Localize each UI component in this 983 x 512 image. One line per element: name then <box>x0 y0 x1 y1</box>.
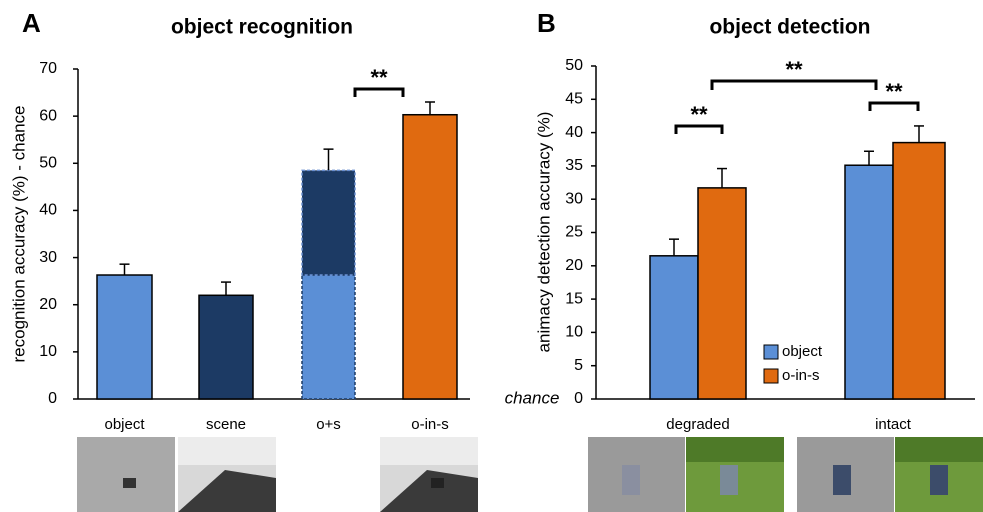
bar <box>698 188 746 399</box>
legend-swatch <box>764 345 778 359</box>
significance-label: ** <box>785 57 803 82</box>
figure: A object recognition recognition accurac… <box>0 0 983 512</box>
panel-letter: A <box>22 8 41 38</box>
bar-segment <box>302 170 355 275</box>
y-tick-label: 50 <box>565 57 583 74</box>
legend-label: o-in-s <box>782 367 820 384</box>
legend-label: object <box>782 343 823 360</box>
bar <box>845 165 893 399</box>
significance-label: ** <box>370 65 388 90</box>
y-tick-label: 20 <box>39 296 57 313</box>
y-tick-label: 30 <box>565 190 583 207</box>
bar <box>403 115 457 399</box>
y-tick-label: 30 <box>39 249 57 266</box>
x-tick-label: o-in-s <box>411 416 449 433</box>
bar <box>97 275 152 399</box>
y-tick-label: 0 <box>48 390 57 407</box>
significance-bracket <box>712 81 876 90</box>
y-tick-label: 35 <box>565 157 583 174</box>
x-tick-label: degraded <box>666 416 729 433</box>
chart-title: object detection <box>709 16 870 39</box>
x-tick-label: scene <box>206 416 246 433</box>
y-tick-label: 10 <box>39 343 57 360</box>
significance-label: ** <box>690 102 708 127</box>
y-tick-label: 0 <box>574 390 583 407</box>
y-axis-label: recognition accuracy (%) - chance <box>9 105 28 362</box>
x-tick-label: intact <box>875 416 912 433</box>
panel-letter: B <box>537 8 556 38</box>
y-tick-label: 40 <box>39 202 57 219</box>
y-tick-label: 70 <box>39 60 57 77</box>
chart-title: object recognition <box>171 16 353 39</box>
bar <box>650 256 698 399</box>
bar <box>302 275 355 399</box>
y-tick-label: 15 <box>565 290 583 307</box>
y-tick-label: 40 <box>565 124 583 141</box>
y-tick-label: 50 <box>39 155 57 172</box>
significance-bracket <box>870 103 918 111</box>
legend-swatch <box>764 369 778 383</box>
bar <box>893 143 945 399</box>
x-tick-label: o+s <box>316 416 341 433</box>
significance-bracket <box>355 89 403 97</box>
y-tick-label: 60 <box>39 107 57 124</box>
significance-label: ** <box>885 79 903 104</box>
y-axis-label: animacy detection accuracy (%) <box>534 112 553 353</box>
y-tick-label: 10 <box>565 324 583 341</box>
baseline-label: chance <box>505 388 560 407</box>
x-tick-label: object <box>104 416 145 433</box>
y-tick-label: 45 <box>565 91 583 108</box>
y-tick-label: 5 <box>574 357 583 374</box>
significance-bracket <box>676 126 722 134</box>
bar <box>199 295 253 399</box>
y-tick-label: 20 <box>565 257 583 274</box>
thumbnails <box>77 437 983 512</box>
y-tick-label: 25 <box>565 224 583 241</box>
